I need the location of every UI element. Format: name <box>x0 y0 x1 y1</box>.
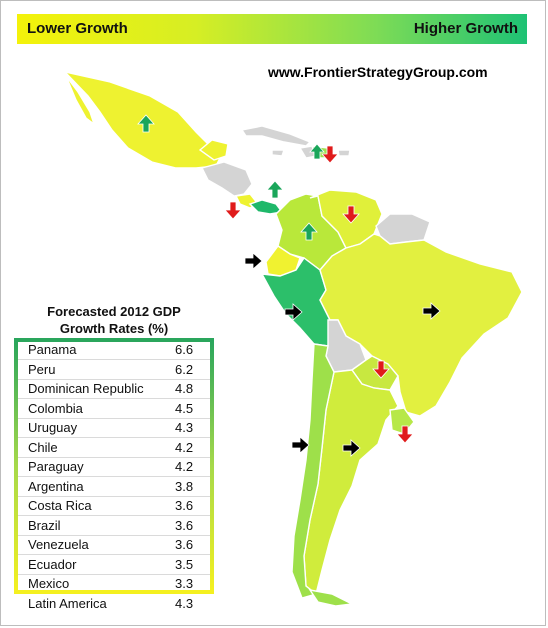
table-row: Dominican Republic 4.8 <box>28 379 198 399</box>
arrow-costa-rica-down <box>224 201 242 220</box>
arrow-panama-up <box>266 180 284 199</box>
table-row-country: Paraguay <box>28 459 84 474</box>
table-row: Chile 4.2 <box>28 438 198 458</box>
arrow-peru-flat <box>284 303 303 321</box>
region-puerto-rico <box>337 149 351 157</box>
table-row-divider <box>18 573 210 575</box>
table-row-value: 4.3 <box>175 420 194 435</box>
table-row-divider <box>18 359 210 360</box>
arrow-ecuador-flat <box>244 252 263 270</box>
table-row-divider <box>18 534 210 536</box>
table-row-country: Uruguay <box>28 420 78 435</box>
table-row-divider <box>18 417 210 419</box>
table-row-value: 3.6 <box>175 517 194 533</box>
arrow-chile-flat <box>291 436 310 454</box>
growth-table-border <box>14 338 214 594</box>
table-row-country: Argentina <box>28 478 84 494</box>
arrow-mexico-up <box>137 114 155 133</box>
table-row: Mexico 3.3 <box>28 574 198 594</box>
table-row: Peru 6.2 <box>28 360 198 380</box>
table-row: Costa Rica 3.6 <box>28 496 198 516</box>
legend-higher-growth-label: Higher Growth <box>413 20 518 37</box>
table-row-country: Colombia <box>28 400 83 416</box>
table-row-value: 4.2 <box>175 459 194 474</box>
table-row: Argentina 3.8 <box>28 477 198 497</box>
table-title-line-2: Growth Rates (%) <box>59 321 169 336</box>
region-baja-california <box>65 75 96 126</box>
table-row-country: Brazil <box>28 517 61 533</box>
table-row: Latin America 4.3 <box>28 594 198 614</box>
table-row: Panama 6.6 <box>28 340 198 360</box>
region-central-america <box>200 161 253 197</box>
source-url: www.FrontierStrategyGroup.com <box>268 64 488 80</box>
table-row-divider <box>18 437 210 438</box>
arrow-paraguay-down <box>372 360 390 379</box>
region-jamaica <box>271 149 285 157</box>
region-chile <box>291 343 335 599</box>
arrow-argentina-flat <box>342 439 361 457</box>
table-row-divider <box>18 495 210 497</box>
table-row-value: 4.8 <box>175 381 194 396</box>
table-row: Paraguay 4.2 <box>28 457 198 477</box>
table-row-country: Mexico <box>28 576 70 591</box>
table-row-country: Latin America <box>28 595 107 611</box>
arrow-venezuela-down <box>342 205 360 224</box>
table-row-value: 3.6 <box>175 498 194 513</box>
table-title: Forecasted 2012 GDP Growth Rates (%) <box>14 303 214 337</box>
table-row-value: 3.8 <box>175 478 194 494</box>
table-row-value: 3.6 <box>175 537 194 552</box>
table-row: Brazil 3.6 <box>28 516 198 536</box>
table-row-value: 4.3 <box>175 595 194 611</box>
arrow-brazil-flat <box>422 302 441 320</box>
table-row-country: Ecuador <box>28 556 77 572</box>
arrow-uruguay-down <box>396 425 414 444</box>
table-row-country: Venezuela <box>28 537 89 552</box>
table-row-divider <box>18 378 210 380</box>
table-row-value: 3.5 <box>175 556 194 572</box>
table-row-divider <box>18 554 210 555</box>
table-row: Venezuela 3.6 <box>28 535 198 555</box>
arrow-dominican-republic-up <box>309 143 325 160</box>
region-tierra-del-fuego <box>308 589 355 607</box>
table-row-divider <box>18 398 210 399</box>
legend-lower-growth-label: Lower Growth <box>27 20 128 37</box>
region-yucatan <box>198 139 229 161</box>
table-row-country: Costa Rica <box>28 498 92 513</box>
growth-legend-bar: Lower Growth Higher Growth <box>17 14 527 44</box>
table-row-divider <box>18 476 210 477</box>
table-row: Uruguay 4.3 <box>28 418 198 438</box>
table-row: Ecuador 3.5 <box>28 555 198 575</box>
table-row: Colombia 4.5 <box>28 399 198 419</box>
table-row-value: 6.6 <box>175 342 194 357</box>
arrow-colombia-up <box>300 222 318 241</box>
region-cuba <box>240 125 312 147</box>
table-row-value: 4.2 <box>175 439 194 455</box>
table-row-country: Dominican Republic <box>28 381 144 396</box>
table-row-value: 6.2 <box>175 361 194 377</box>
table-row-country: Peru <box>28 361 56 377</box>
table-row-country: Chile <box>28 439 58 455</box>
table-row-divider <box>18 456 210 458</box>
table-title-line-1: Forecasted 2012 GDP <box>47 304 181 319</box>
arrow-caribbean-down <box>321 145 339 164</box>
table-row-value: 4.5 <box>175 400 194 416</box>
table-row-divider <box>18 515 210 516</box>
table-row-value: 3.3 <box>175 576 194 591</box>
table-row-country: Panama <box>28 342 77 357</box>
